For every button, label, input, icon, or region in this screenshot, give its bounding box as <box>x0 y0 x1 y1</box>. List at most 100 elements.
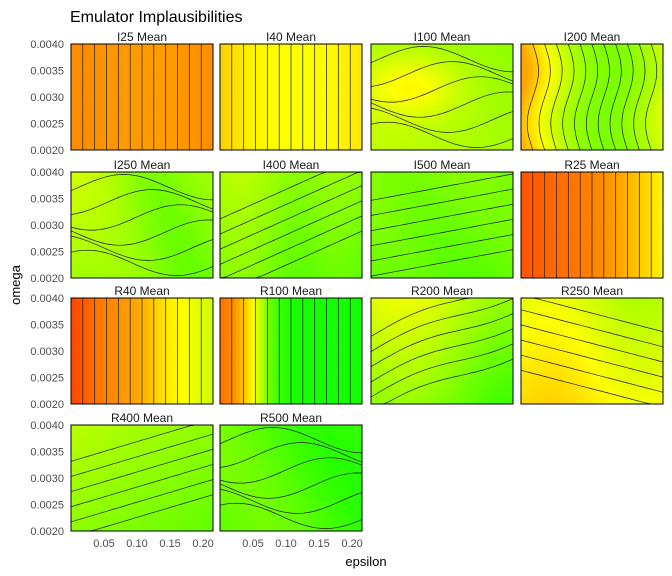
heat-cell <box>71 141 76 146</box>
heat-cell <box>259 83 264 89</box>
heat-cell <box>330 242 335 248</box>
heat-cell <box>134 61 139 67</box>
heat-cell <box>247 238 252 244</box>
heat-cell <box>102 211 107 217</box>
heat-cell <box>142 66 147 71</box>
heat-cell <box>338 127 343 133</box>
heat-cell <box>485 136 490 142</box>
heat-cell <box>552 105 557 111</box>
heat-cell <box>568 70 573 76</box>
heat-cell <box>584 57 589 63</box>
heat-cell <box>134 238 139 244</box>
heat-cell <box>595 79 601 85</box>
heat-cell <box>279 225 284 230</box>
heat-cell <box>382 44 388 49</box>
heat-cell <box>306 88 312 93</box>
heat-cell <box>169 136 174 142</box>
heat-cell <box>193 70 198 76</box>
heat-cell <box>298 83 304 89</box>
heat-cell <box>86 132 92 138</box>
heat-cell <box>294 225 300 230</box>
heat-cell <box>263 52 268 58</box>
heat-cell <box>283 189 288 195</box>
heat-cell <box>114 145 119 151</box>
heat-cell <box>318 194 323 199</box>
heat-cell <box>227 189 233 195</box>
heat-cell <box>255 57 260 63</box>
heat-cell <box>611 61 617 67</box>
heat-cell <box>102 207 107 213</box>
heat-cell <box>205 66 210 71</box>
heat-cell <box>209 216 214 221</box>
heat-cell <box>461 141 467 146</box>
heat-cell <box>138 92 143 98</box>
heat-cell <box>394 66 399 71</box>
heat-cell <box>568 105 573 111</box>
heat-cell <box>643 110 648 116</box>
heat-cell <box>193 127 198 133</box>
heat-cell <box>193 194 198 199</box>
heat-cell <box>71 88 76 93</box>
heat-cell <box>453 48 459 54</box>
heat-cell <box>350 132 355 138</box>
heat-cell <box>110 48 115 54</box>
heat-cell <box>342 48 347 54</box>
heat-cell <box>342 180 347 186</box>
heat-cell <box>314 207 319 213</box>
heat-cell <box>540 114 546 120</box>
heat-cell <box>521 132 526 138</box>
heat-cell <box>145 220 151 226</box>
panel-strip-label: I25 Mean <box>117 30 167 44</box>
heat-cell <box>314 44 319 49</box>
heat-cell <box>142 83 147 89</box>
heat-cell <box>235 207 241 213</box>
heat-cell <box>185 172 190 177</box>
heat-cell <box>193 216 198 221</box>
heat-cell <box>544 101 549 107</box>
heat-cell <box>193 251 198 257</box>
heat-cell <box>114 136 119 142</box>
heat-cell <box>243 141 248 146</box>
heat-cell <box>528 145 534 151</box>
heat-cell <box>481 136 486 142</box>
heat-cell <box>255 83 260 89</box>
heat-cell <box>505 61 510 67</box>
heat-cell <box>414 101 419 107</box>
heat-cell <box>532 136 538 142</box>
heat-cell <box>497 70 502 76</box>
heat-cell <box>481 123 486 129</box>
heat-cell <box>342 176 347 182</box>
heat-cell <box>145 238 151 244</box>
heat-cell <box>243 194 248 199</box>
heat-cell <box>346 216 351 221</box>
heat-cell <box>169 220 174 226</box>
heat-cell <box>334 238 339 244</box>
heat-cell <box>205 242 210 248</box>
heat-cell <box>445 127 451 133</box>
heat-cell <box>552 48 557 54</box>
heat-cell <box>298 57 304 63</box>
heat-cell <box>239 92 245 98</box>
heat-cell <box>568 44 573 49</box>
heat-cell <box>544 127 549 133</box>
heat-cell <box>445 79 451 85</box>
heat-cell <box>350 136 355 142</box>
heat-cell <box>185 61 190 67</box>
heat-cell <box>279 233 284 239</box>
heat-cell <box>227 233 233 239</box>
heat-cell <box>271 110 276 116</box>
heat-cell <box>294 229 300 235</box>
heat-cell <box>477 79 482 85</box>
heat-cell <box>177 180 182 186</box>
heat-cell <box>82 105 88 111</box>
heat-cell <box>90 70 96 76</box>
heat-cell <box>239 44 245 49</box>
heat-cell <box>635 44 640 49</box>
heat-cell <box>426 48 431 54</box>
heat-cell <box>82 114 88 120</box>
heat-cell <box>94 97 99 102</box>
heat-cell <box>110 105 115 111</box>
heat-cell <box>134 105 139 111</box>
heat-cell <box>138 114 143 120</box>
heat-cell <box>350 57 355 63</box>
